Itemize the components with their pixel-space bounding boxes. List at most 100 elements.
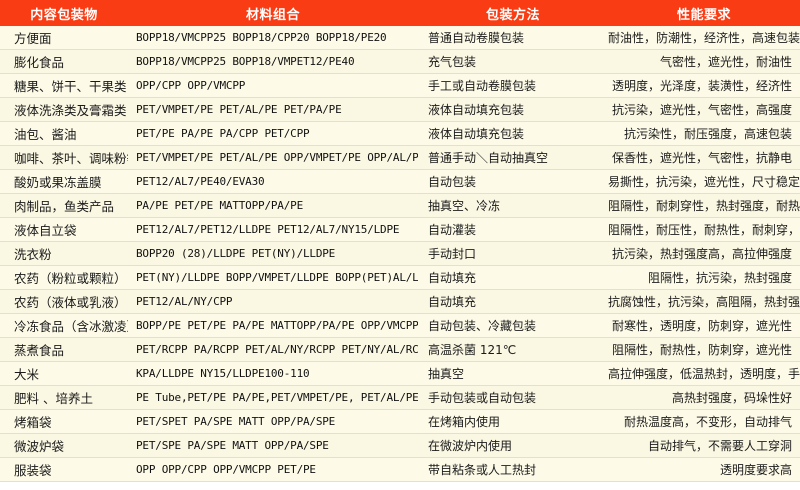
- cell-material-combination: PET/VMPET/PE PET/AL/PE PET/PA/PE: [136, 103, 342, 116]
- cell-content-packaged-item: 酸奶或果冻盖膜: [14, 175, 102, 190]
- table-row: 油包、酱油 PET/PE PA/PE PA/CPP PET/CPP 液体自动填充包装…: [0, 121, 800, 146]
- cell-content-packaged-item: 油包、酱油: [14, 127, 77, 142]
- cell-performance-requirement: 保香性，遮光性，气密性，抗静电: [611, 151, 792, 165]
- cell-material-combination: BOPP18/VMCPP25 BOPP18/CPP20 BOPP18/PE20: [136, 31, 387, 44]
- cell-packaging-method: 自动灌装: [428, 223, 477, 237]
- cell-packaging-method: 自动填充: [428, 271, 477, 285]
- cell-content-packaged-item: 液体洗涤类及膏霜类: [14, 103, 127, 118]
- cell-performance-requirement: 阻隔性，耐刺穿性，热封强度，耐热性: [608, 199, 800, 213]
- cell-performance-requirement: 抗污染性，耐压强度，高速包装: [623, 127, 792, 141]
- cell-packaging-method: 在烤箱内使用: [428, 415, 501, 429]
- cell-performance-requirement: 抗污染，热封强度高，高拉伸强度: [611, 247, 792, 261]
- cell-packaging-method: 自动填充: [428, 295, 477, 309]
- cell-material-combination: PA/PE PET/PE MATTOPP/PA/PE: [136, 199, 303, 212]
- cell-content-packaged-item: 烤箱袋: [14, 415, 52, 430]
- cell-material-combination: PET12/AL7/PET12/LLDPE PET12/AL7/NY15/LDP…: [136, 223, 400, 236]
- cell-performance-requirement: 阻隔性，耐热性，防刺穿，遮光性: [611, 343, 792, 357]
- cell-material-combination: PET12/AL7/PE40/EVA30: [136, 175, 265, 188]
- table-row: 微波炉袋 PET/SPE PA/SPE MATT OPP/PA/SPE 在微波炉内使…: [0, 433, 800, 458]
- cell-material-combination: OPP/CPP OPP/VMCPP: [136, 79, 246, 92]
- cell-content-packaged-item: 冷冻食品（含冰激凌）: [14, 319, 128, 334]
- cell-packaging-method: 自动包装、冷藏包装: [428, 319, 537, 333]
- column-header-performance: 性能要求: [676, 7, 731, 23]
- cell-material-combination: BOPP20 (28)/LLDPE PET(NY)/LLDPE: [136, 247, 336, 260]
- cell-content-packaged-item: 糖果、饼干、干果类: [14, 79, 127, 94]
- table-header: 内容包装物 材料组合 包装方法 性能要求: [0, 0, 800, 26]
- table-row: 方便面 BOPP18/VMCPP25 BOPP18/CPP20 BOPP18/PE…: [0, 26, 800, 50]
- cell-content-packaged-item: 膨化食品: [14, 55, 65, 70]
- cell-packaging-method: 手工或自动卷膜包装: [428, 79, 537, 93]
- cell-packaging-method: 抽真空、冷冻: [428, 199, 501, 213]
- cell-packaging-method: 在微波炉内使用: [428, 439, 513, 453]
- cell-performance-requirement: 抗污染，遮光性，气密性，高强度: [611, 103, 792, 117]
- cell-content-packaged-item: 肉制品，鱼类产品: [14, 199, 115, 214]
- cell-packaging-method: 普通自动卷膜包装: [428, 31, 525, 45]
- cell-material-combination: PET/PE PA/PE PA/CPP PET/CPP: [136, 127, 310, 140]
- cell-packaging-method: 手动封口: [428, 247, 477, 261]
- cell-performance-requirement: 自动排气，不需要人工穿洞: [647, 439, 792, 453]
- cell-packaging-method: 抽真空: [428, 367, 465, 381]
- table-row: 咖啡、茶叶、调味粉等 PET/VMPET/PE PET/AL/PE OPP/VMP…: [0, 145, 800, 170]
- cell-performance-requirement: 高拉伸强度，低温热封，透明度，手掰强度高: [608, 367, 800, 381]
- cell-content-packaged-item: 农药（液体或乳液）: [14, 295, 127, 310]
- table-row: 服装袋 OPP OPP/CPP OPP/VMCPP PET/PE 带自粘条或人工热封…: [0, 457, 800, 482]
- cell-performance-requirement: 阻隔性，抗污染，热封强度: [647, 271, 792, 285]
- column-header-content: 内容包装物: [30, 7, 98, 23]
- table-row: 酸奶或果冻盖膜 PET12/AL7/PE40/EVA30 自动包装 易撕性，抗污染，遮…: [0, 169, 800, 194]
- cell-packaging-method: 手动包装或自动包装: [428, 391, 537, 405]
- cell-material-combination: PET/SPE PA/SPE MATT OPP/PA/SPE: [136, 439, 329, 452]
- table-row: 肉制品，鱼类产品 PA/PE PET/PE MATTOPP/PA/PE 抽真空、冷冻…: [0, 193, 800, 218]
- cell-material-combination: BOPP18/VMCPP25 BOPP18/VMPET12/PE40: [136, 55, 355, 68]
- cell-performance-requirement: 易撕性，抗污染，遮光性，尺寸稳定: [608, 175, 800, 189]
- table-header-row: 内容包装物 材料组合 包装方法 性能要求: [0, 0, 800, 26]
- cell-packaging-method: 普通手动＼自动抽真空: [428, 151, 549, 165]
- cell-performance-requirement: 高热封强度，码垛性好: [671, 391, 792, 405]
- cell-packaging-method: 高温杀菌 121℃: [428, 343, 517, 357]
- cell-material-combination: PET/RCPP PA/RCPP PET/AL/NY/RCPP PET/NY/A…: [136, 343, 418, 356]
- cell-content-packaged-item: 服装袋: [14, 463, 52, 478]
- cell-material-combination: PE Tube,PET/PE PA/PE,PET/VMPET/PE, PET/A…: [136, 391, 418, 404]
- cell-content-packaged-item: 方便面: [14, 31, 52, 46]
- column-header-material: 材料组合: [245, 7, 300, 23]
- cell-material-combination: KPA/LLDPE NY15/LLDPE100-110: [136, 367, 310, 380]
- table-row: 冷冻食品（含冰激凌） BOPP/PE PET/PE PA/PE MATTOPP/P…: [0, 313, 800, 338]
- table-row: 农药（液体或乳液） PET12/AL/NY/CPP 自动填充 抗腐蚀性，抗污染，高阻隔…: [0, 289, 800, 314]
- cell-material-combination: BOPP/PE PET/PE PA/PE MATTOPP/PA/PE OPP/V…: [136, 319, 418, 332]
- cell-content-packaged-item: 咖啡、茶叶、调味粉等: [14, 151, 128, 166]
- cell-performance-requirement: 耐热温度高，不变形，自动排气: [623, 415, 792, 429]
- cell-content-packaged-item: 微波炉袋: [14, 439, 65, 454]
- table-row: 糖果、饼干、干果类 OPP/CPP OPP/VMCPP 手工或自动卷膜包装 透明度，光…: [0, 73, 800, 98]
- cell-performance-requirement: 抗腐蚀性，抗污染，高阻隔，热封强度: [608, 295, 800, 309]
- cell-performance-requirement: 耐寒性，透明度，防刺穿，遮光性: [611, 319, 792, 333]
- cell-material-combination: PET/VMPET/PE PET/AL/PE OPP/VMPET/PE OPP/…: [136, 151, 418, 164]
- table-row: 肥料 、培养土 PE Tube,PET/PE PA/PE,PET/VMPET/PE…: [0, 385, 800, 410]
- cell-packaging-method: 带自粘条或人工热封: [428, 463, 537, 477]
- cell-performance-requirement: 透明度，光泽度，装潢性，经济性: [611, 79, 792, 93]
- cell-content-packaged-item: 大米: [14, 367, 40, 382]
- cell-performance-requirement: 阻隔性，耐压性，耐热性，耐刺穿，抗污染: [608, 223, 800, 237]
- cell-performance-requirement: 透明度要求高: [719, 463, 792, 477]
- table-row: 蒸煮食品 PET/RCPP PA/RCPP PET/AL/NY/RCPP PET/…: [0, 337, 800, 362]
- cell-content-packaged-item: 农药（粉粒或颗粒）: [14, 271, 127, 286]
- table-row: 液体自立袋 PET12/AL7/PET12/LLDPE PET12/AL7/NY1…: [0, 217, 800, 242]
- cell-performance-requirement: 耐油性，防潮性，经济性，高速包装: [608, 31, 800, 45]
- cell-performance-requirement: 气密性，遮光性，耐油性: [659, 55, 792, 69]
- cell-material-combination: PET(NY)/LLDPE BOPP/VMPET/LLDPE BOPP(PET)…: [136, 271, 418, 284]
- table-row: 农药（粉粒或颗粒） PET(NY)/LLDPE BOPP/VMPET/LLDPE …: [0, 265, 800, 290]
- column-header-method: 包装方法: [485, 7, 540, 23]
- cell-content-packaged-item: 肥料 、培养土: [14, 391, 93, 406]
- cell-packaging-method: 液体自动填充包装: [428, 103, 525, 117]
- table-body: 方便面 BOPP18/VMCPP25 BOPP18/CPP20 BOPP18/PE…: [0, 26, 800, 482]
- cell-content-packaged-item: 洗衣粉: [14, 247, 52, 262]
- cell-material-combination: PET12/AL/NY/CPP: [136, 295, 233, 308]
- table-row: 洗衣粉 BOPP20 (28)/LLDPE PET(NY)/LLDPE 手动封口 抗污…: [0, 241, 800, 266]
- table-row: 烤箱袋 PET/SPET PA/SPE MATT OPP/PA/SPE 在烤箱内使用…: [0, 409, 800, 434]
- cell-packaging-method: 充气包装: [428, 55, 477, 69]
- cell-material-combination: PET/SPET PA/SPE MATT OPP/PA/SPE: [136, 415, 336, 428]
- cell-material-combination: OPP OPP/CPP OPP/VMCPP PET/PE: [136, 463, 316, 476]
- cell-content-packaged-item: 液体自立袋: [14, 223, 77, 238]
- cell-packaging-method: 液体自动填充包装: [428, 127, 525, 141]
- table-row: 大米 KPA/LLDPE NY15/LLDPE100-110 抽真空 高拉伸强度，低温…: [0, 361, 800, 386]
